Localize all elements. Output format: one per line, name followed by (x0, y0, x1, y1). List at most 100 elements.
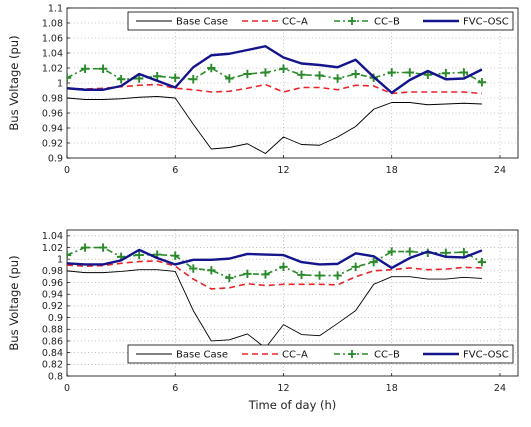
x-tick-label: 24 (494, 383, 506, 394)
panel-top: 0.9 0.92 0.94 0.96 0.98 1 1.02 1.04 1.06 1.08 1.1 0… (7, 3, 519, 176)
legend: Base Case CC–A CC–B FVC–OSC (127, 11, 514, 31)
data-point-marker (297, 270, 306, 280)
data-point-marker (225, 74, 234, 83)
y-tick-label: 0.96 (42, 108, 63, 119)
legend-box (127, 344, 514, 364)
data-point-marker (261, 68, 270, 77)
y-tick-label: 0.92 (42, 138, 63, 149)
y-tick-label: 0.9 (48, 313, 63, 324)
series-group (67, 45, 487, 154)
legend-label: FVC–OSC (463, 350, 509, 361)
data-point-marker (171, 73, 180, 82)
data-point-marker (153, 72, 162, 81)
y-tick-label: 1.08 (42, 18, 63, 29)
y-tick-label: 0.92 (42, 301, 63, 312)
data-point-marker (315, 271, 324, 280)
data-point-marker (477, 78, 487, 87)
data-point-marker (459, 247, 469, 257)
series-group (67, 243, 487, 349)
data-point-marker (405, 68, 414, 77)
plot-frame (66, 7, 519, 159)
data-point-marker (243, 69, 252, 79)
y-tick-label: 1 (57, 78, 63, 89)
x-tick-label: 12 (277, 383, 289, 394)
data-point-marker (477, 257, 487, 267)
data-point-marker (243, 269, 252, 278)
y-tick-label: 1.04 (42, 48, 63, 59)
series-line-base-case (67, 269, 482, 349)
x-tick-label: 18 (386, 165, 398, 176)
y-tick-label: 1.06 (42, 33, 63, 44)
data-point-marker (351, 262, 360, 271)
data-point-marker (297, 70, 306, 79)
data-point-marker (441, 248, 451, 257)
data-point-marker (351, 69, 360, 79)
data-point-marker (207, 63, 216, 73)
legend-box (127, 11, 514, 31)
x-axis-label: Time of day (h) (248, 398, 337, 412)
y-tick-label: 0.82 (42, 360, 63, 371)
y-tick-label: 1 (57, 255, 63, 266)
x-tick-label: 0 (64, 165, 70, 176)
y-tick-label: 1.1 (48, 3, 63, 14)
x-tick-label: 12 (277, 165, 289, 176)
plot-frame (66, 229, 519, 377)
data-point-marker (315, 71, 324, 80)
legend-marker (348, 350, 356, 358)
y-tick-label: 0.98 (42, 93, 63, 104)
y-tick-label: 0.86 (42, 336, 63, 347)
y-tick-label: 0.98 (42, 266, 63, 277)
legend-marker (348, 17, 356, 25)
x-tick-label: 18 (386, 383, 398, 394)
data-point-marker (189, 75, 198, 84)
y-tick-label: 0.94 (42, 290, 63, 301)
y-tick-label: 0.94 (42, 123, 63, 134)
series-line-base-case (67, 96, 482, 154)
data-point-marker (116, 75, 126, 84)
series-line-cc-a (67, 260, 482, 290)
data-point-marker (369, 257, 378, 267)
data-point-marker (225, 273, 234, 283)
data-point-marker (333, 74, 342, 83)
y-axis-label: Bus Voltage (pu) (7, 35, 21, 130)
y-tick-label: 1.02 (42, 63, 63, 74)
legend: Base Case CC–A CC–B FVC–OSC (127, 344, 514, 364)
x-tick-label: 0 (64, 383, 70, 394)
legend-label: CC–B (374, 17, 400, 28)
data-point-marker (98, 64, 108, 73)
x-tick-label: 24 (494, 165, 506, 176)
data-point-marker (405, 247, 414, 256)
data-point-marker (134, 74, 144, 83)
data-point-marker (80, 243, 90, 252)
data-point-marker (189, 264, 198, 273)
data-point-marker (67, 73, 72, 82)
x-tick-label: 6 (172, 165, 178, 176)
data-point-marker (279, 262, 288, 271)
y-tick-label: 0.84 (42, 348, 63, 359)
data-point-marker (279, 64, 288, 73)
data-point-marker (207, 266, 216, 275)
legend-label: CC–A (282, 350, 308, 361)
data-point-marker (441, 69, 451, 78)
legend-label: FVC–OSC (463, 17, 509, 28)
series-line-fvc-osc (67, 45, 483, 94)
series-line-fvc-osc (67, 248, 483, 270)
data-point-marker (134, 250, 144, 260)
data-point-marker (459, 68, 469, 77)
panel-bottom: 0.80.820.840.860.880.90.920.940.960.981 1… (7, 229, 519, 412)
data-point-marker (67, 250, 72, 260)
data-point-marker (387, 247, 396, 256)
y-tick-label: 0.8 (48, 371, 63, 382)
y-tick-label: 0.96 (42, 278, 63, 289)
y-tick-label: 0.9 (48, 153, 63, 164)
y-tick-label: 0.88 (42, 325, 63, 336)
data-point-marker (387, 68, 396, 77)
data-point-marker (80, 64, 90, 73)
legend-label: Base Case (176, 350, 228, 361)
data-point-marker (333, 271, 342, 280)
x-tick-label: 6 (172, 383, 178, 394)
legend-label: CC–B (374, 350, 400, 361)
y-axis-label: Bus Voltage (pu) (7, 255, 21, 350)
data-point-marker (261, 270, 270, 279)
